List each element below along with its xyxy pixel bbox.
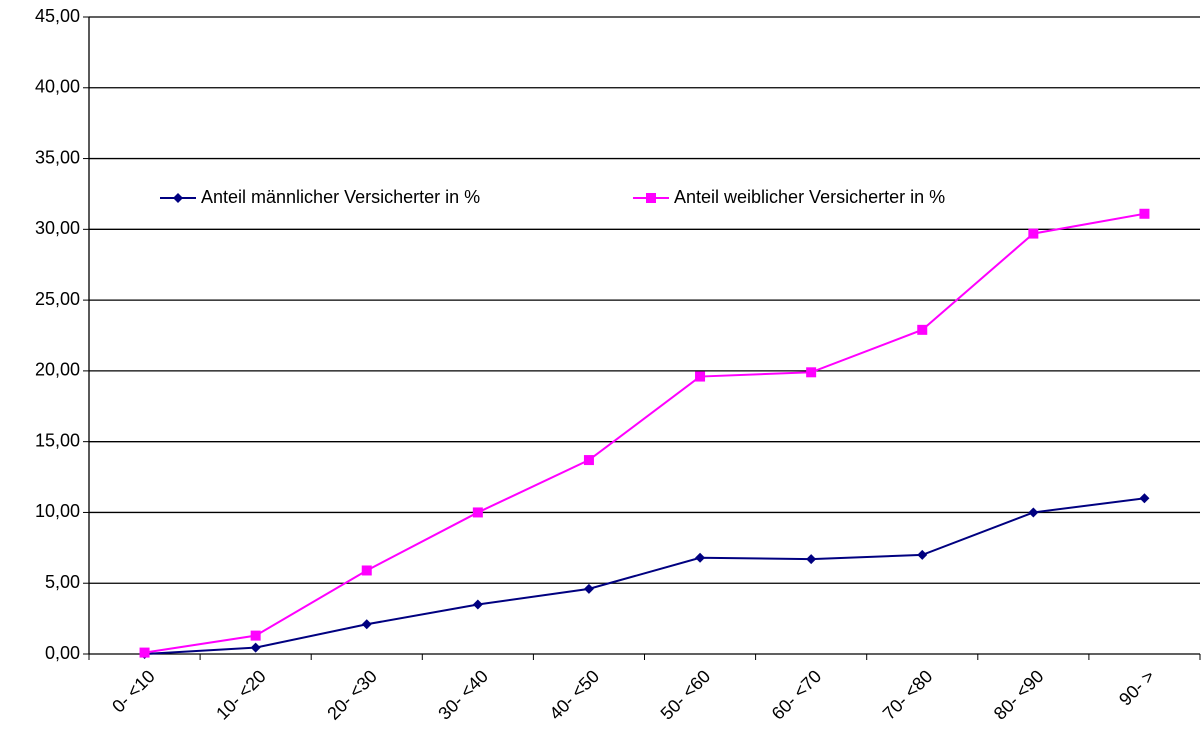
data-point	[361, 619, 372, 630]
data-point	[472, 507, 483, 518]
x-tick-label: 80- <90	[990, 666, 1048, 724]
x-tick-label: 90- >	[1115, 666, 1159, 710]
y-tick-label: 25,00	[35, 289, 80, 309]
data-point	[583, 583, 594, 594]
y-tick-label: 20,00	[35, 360, 80, 380]
x-tick-label: 70- <80	[879, 666, 937, 724]
y-tick-label: 0,00	[45, 643, 80, 663]
data-point	[361, 565, 372, 576]
data-point	[1139, 208, 1150, 219]
y-tick-label: 10,00	[35, 501, 80, 521]
data-point	[250, 630, 261, 641]
y-tick-label: 5,00	[45, 572, 80, 592]
y-tick-label: 35,00	[35, 147, 80, 167]
legend-marker	[646, 193, 656, 203]
series-line	[144, 497, 1145, 655]
x-tick-label: 10- <20	[212, 666, 270, 724]
legend-label: Anteil weiblicher Versicherter in %	[674, 187, 945, 207]
legend-marker	[173, 193, 183, 203]
x-tick-label: 50- <60	[657, 666, 715, 724]
x-tick-label: 60- <70	[768, 666, 826, 724]
data-point	[917, 549, 928, 560]
x-tick-label: 40- <50	[545, 666, 603, 724]
data-point	[806, 554, 817, 565]
series-line	[144, 212, 1145, 654]
data-point	[583, 455, 594, 466]
data-point	[1028, 507, 1039, 518]
x-tick-label: 0- <10	[108, 666, 159, 717]
data-point	[472, 599, 483, 610]
data-point	[695, 552, 706, 563]
data-point	[1028, 228, 1039, 239]
data-point	[1139, 493, 1150, 504]
data-point	[250, 642, 261, 653]
x-tick-label: 30- <40	[434, 666, 492, 724]
data-point	[917, 324, 928, 335]
y-tick-label: 40,00	[35, 77, 80, 97]
legend-label: Anteil männlicher Versicherter in %	[201, 187, 480, 207]
data-point	[806, 367, 817, 378]
data-point	[139, 647, 150, 658]
y-tick-label: 45,00	[35, 6, 80, 26]
y-tick-label: 15,00	[35, 430, 80, 450]
data-point	[695, 371, 706, 382]
x-tick-label: 20- <30	[323, 666, 381, 724]
y-tick-label: 30,00	[35, 218, 80, 238]
